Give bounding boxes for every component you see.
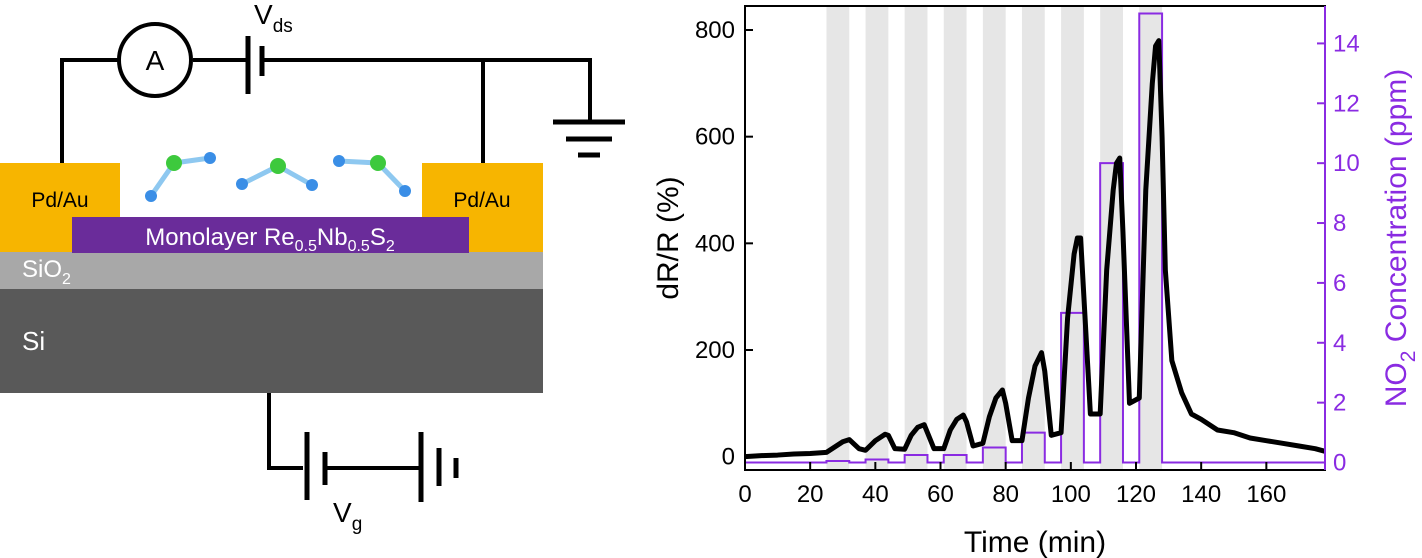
no2-molecule	[236, 158, 318, 191]
exposure-band	[865, 6, 889, 470]
oxide-layer	[0, 252, 543, 289]
x-tick-label: 0	[738, 481, 751, 508]
x-tick-label: 120	[1116, 481, 1156, 508]
vg-label: Vg	[333, 497, 362, 535]
exposure-band	[982, 6, 1006, 470]
contact-right-label: Pd/Au	[453, 189, 510, 212]
y-right-tick-label: 12	[1333, 90, 1360, 117]
y-tick-label: 400	[695, 230, 735, 257]
y-axis-label-right: NO2 Concentration (ppm)	[1380, 69, 1420, 407]
y-right-tick-label: 14	[1333, 30, 1360, 57]
exposure-bands	[826, 6, 1163, 470]
y-right-tick-label: 0	[1333, 450, 1346, 477]
x-tick-label: 60	[927, 481, 954, 508]
x-tick-label: 100	[1051, 481, 1091, 508]
channel-layer	[72, 217, 469, 253]
y-axis-label: dR/R (%)	[652, 176, 685, 299]
no2-molecule	[333, 155, 411, 197]
x-tick-label: 160	[1246, 481, 1286, 508]
substrate-label: Si	[22, 326, 45, 356]
circuit-wire-top	[60, 58, 592, 165]
no2-molecule	[145, 152, 216, 202]
y-right-tick-label: 8	[1333, 210, 1346, 237]
vg-battery	[304, 432, 328, 500]
y-right-tick-label: 2	[1333, 390, 1346, 417]
gate-ground-symbol	[418, 432, 459, 502]
chart-marks	[744, 12, 1326, 464]
device-schematic: A Vds Si SiO2 Pd/Au Pd/Au Monolayer Re0.…	[0, 0, 625, 535]
gate-wire	[267, 393, 420, 470]
x-tick-label: 20	[797, 481, 824, 508]
contact-left-label: Pd/Au	[31, 189, 88, 212]
channel-label: Monolayer Re0.5Nb0.5S2	[145, 224, 395, 255]
x-tick-label: 80	[992, 481, 1019, 508]
y-right-tick-label: 6	[1333, 270, 1346, 297]
y-tick-label: 600	[695, 124, 735, 151]
series-response-line	[744, 38, 1326, 460]
ammeter-label: A	[146, 45, 165, 76]
y-tick-label: 800	[695, 17, 735, 44]
vds-label: Vds	[254, 0, 293, 37]
x-axis-label: Time (min)	[964, 526, 1106, 558]
exposure-band	[826, 6, 850, 470]
x-tick-label: 140	[1181, 481, 1221, 508]
substrate-layer	[0, 289, 543, 393]
exposure-band	[1139, 6, 1163, 470]
y-right-tick-label: 10	[1333, 150, 1360, 177]
oxide-label: SiO2	[22, 256, 71, 288]
y-tick-label: 0	[722, 444, 735, 471]
exposure-band	[904, 6, 928, 470]
x-tick-label: 40	[862, 481, 889, 508]
y-right-tick-label: 4	[1333, 330, 1346, 357]
response-chart: 0 20 40 60 80 100 120 140 160 0 200 400 600 800 0 2 4 6 8 1…	[652, 5, 1420, 558]
ground-symbol	[553, 119, 625, 158]
exposure-band	[1021, 6, 1045, 470]
ammeter: A	[117, 22, 193, 98]
exposure-band	[943, 6, 967, 470]
vds-battery	[245, 36, 265, 94]
axis-ticks: 0 20 40 60 80 100 120 140 160 0 200 400 600 800 0 2 4 6 8 1…	[695, 17, 1360, 508]
y-tick-label: 200	[695, 337, 735, 364]
